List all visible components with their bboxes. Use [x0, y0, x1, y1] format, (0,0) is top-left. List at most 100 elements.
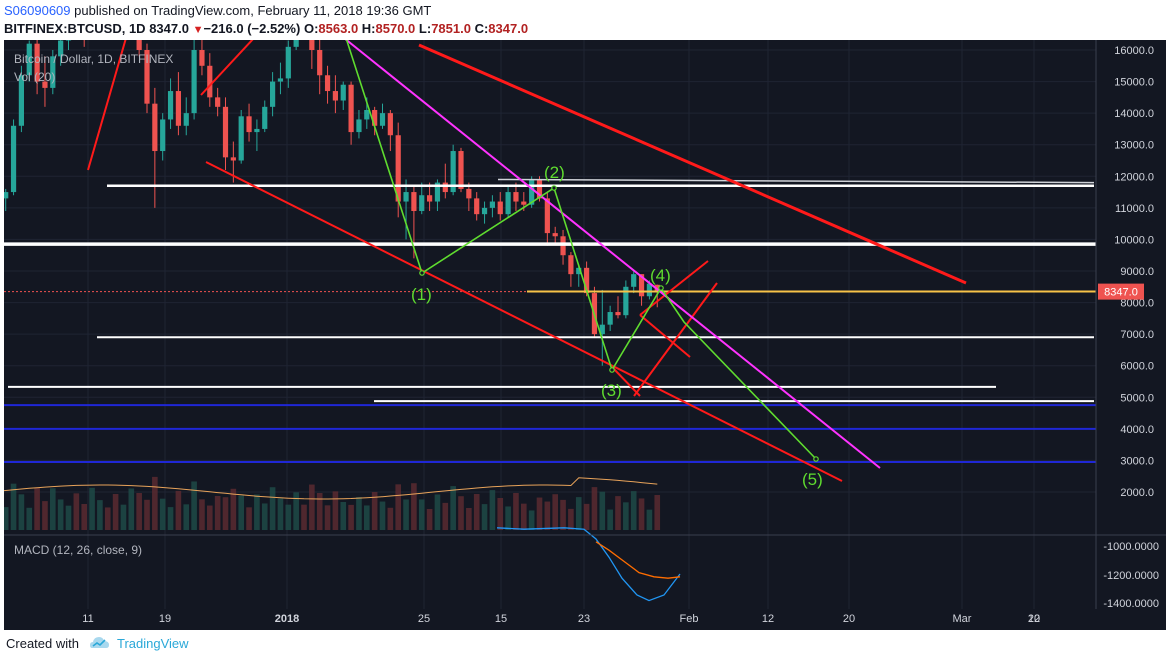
candle — [238, 116, 244, 161]
volume-bar — [599, 491, 606, 530]
candle — [324, 75, 331, 92]
candle — [395, 135, 401, 202]
volume-bar — [411, 483, 417, 530]
wave-point — [609, 367, 615, 373]
volume-bar — [207, 505, 213, 530]
price-tick-label: 9000.0 — [1120, 266, 1154, 278]
volume-bar — [497, 498, 504, 530]
volume-bar — [560, 499, 566, 530]
volume-bar — [489, 490, 496, 530]
volume-bar — [285, 504, 292, 530]
volume-bar — [434, 494, 441, 530]
candle — [403, 192, 409, 202]
volume-bar — [73, 493, 80, 530]
low-value: 7851.0 — [431, 21, 471, 36]
open-value: 8563.0 — [318, 21, 359, 36]
volume-bar — [513, 493, 519, 530]
candle — [270, 81, 276, 107]
volume-bar — [544, 501, 551, 530]
candle — [434, 182, 441, 202]
candle — [623, 286, 629, 316]
volume-bar — [340, 502, 347, 530]
volume-bar — [89, 487, 95, 530]
volume-bars — [0, 476, 661, 530]
volume-bar — [356, 497, 362, 530]
volume-bar — [50, 488, 56, 530]
candle — [65, 8, 72, 41]
volume-bar — [607, 509, 613, 530]
volume-bar — [528, 510, 535, 530]
time-tick-label: 20 — [1028, 613, 1040, 625]
candle — [160, 119, 166, 152]
candle — [638, 274, 645, 297]
volume-bar — [575, 497, 582, 530]
candle — [631, 274, 637, 287]
volume-bar — [332, 491, 339, 530]
red-trend-line — [205, 161, 843, 482]
volume-bar — [254, 494, 260, 530]
volume-bar — [615, 496, 621, 530]
candle — [58, 40, 64, 57]
volume-bar — [505, 506, 511, 530]
time-tick-label: 11 — [82, 613, 93, 625]
volume-bar — [481, 504, 488, 530]
volume-bar — [128, 488, 135, 530]
price-tick-label: 13000.0 — [1114, 140, 1154, 152]
candle — [489, 201, 495, 208]
red-trend-line — [200, 37, 255, 96]
volume-bar — [371, 492, 378, 530]
candle — [246, 116, 252, 133]
volume-bar — [238, 495, 244, 530]
volume-bar — [536, 497, 543, 530]
candle — [529, 179, 535, 205]
volume-bar — [568, 508, 574, 530]
tradingview-brand-link[interactable]: TradingView — [117, 636, 189, 651]
volume-bar — [458, 496, 464, 530]
volume-bar — [269, 487, 276, 530]
volume-bar — [630, 491, 637, 530]
candle — [50, 56, 56, 88]
chart-area[interactable]: (1) (2) (3) (4) (5) 2000.0 3000.0 4000.0 5000.0… — [0, 0, 1166, 630]
red-channel-line — [611, 366, 641, 397]
price-tick-label: 8000.0 — [1120, 298, 1154, 310]
candle — [513, 192, 519, 202]
wave-point — [551, 185, 557, 191]
candle — [34, 43, 40, 82]
price-tag-group: 8347.0 — [1098, 283, 1144, 300]
wave-label: (1) — [411, 285, 432, 304]
price-change: −216.0 (−2.52%) — [203, 21, 301, 36]
candle — [277, 78, 284, 82]
candle — [309, 21, 315, 50]
candle — [497, 201, 503, 215]
candle — [207, 65, 213, 98]
red-channel-line — [633, 282, 718, 397]
candle — [544, 198, 550, 234]
high-label: H: — [361, 21, 376, 36]
volume-bar — [144, 499, 150, 530]
candle — [379, 113, 386, 126]
tradingview-logo-icon[interactable] — [88, 634, 112, 652]
wave-point — [813, 456, 819, 462]
price-tick-label: 4000.0 — [1120, 424, 1154, 436]
volume-bar — [591, 487, 598, 530]
time-tick-label: Feb — [680, 613, 699, 625]
price-chart[interactable]: (1) (2) (3) (4) (5) 2000.0 3000.0 4000.0 5000.0… — [0, 0, 1166, 630]
time-tick-label: 19 — [159, 613, 171, 625]
price-tick-label: 2000.0 — [1120, 487, 1154, 499]
volume-bar — [646, 509, 653, 530]
candle — [411, 192, 417, 212]
close-label: C: — [474, 21, 489, 36]
author-link[interactable]: S06090609 — [4, 3, 71, 18]
volume-bar — [623, 502, 629, 530]
chart-header: S06090609 published on TradingView.com, … — [0, 0, 1170, 40]
signal-line — [595, 541, 681, 579]
candle — [458, 151, 464, 189]
volume-bar — [199, 499, 205, 530]
wave-point — [658, 285, 664, 291]
time-tick-label: 12 — [762, 613, 774, 625]
candle — [521, 201, 527, 205]
volume-bar — [426, 509, 433, 530]
wave-label: (4) — [650, 266, 671, 285]
volume-bar — [159, 498, 166, 530]
time-tick-label: Mar — [953, 613, 972, 625]
